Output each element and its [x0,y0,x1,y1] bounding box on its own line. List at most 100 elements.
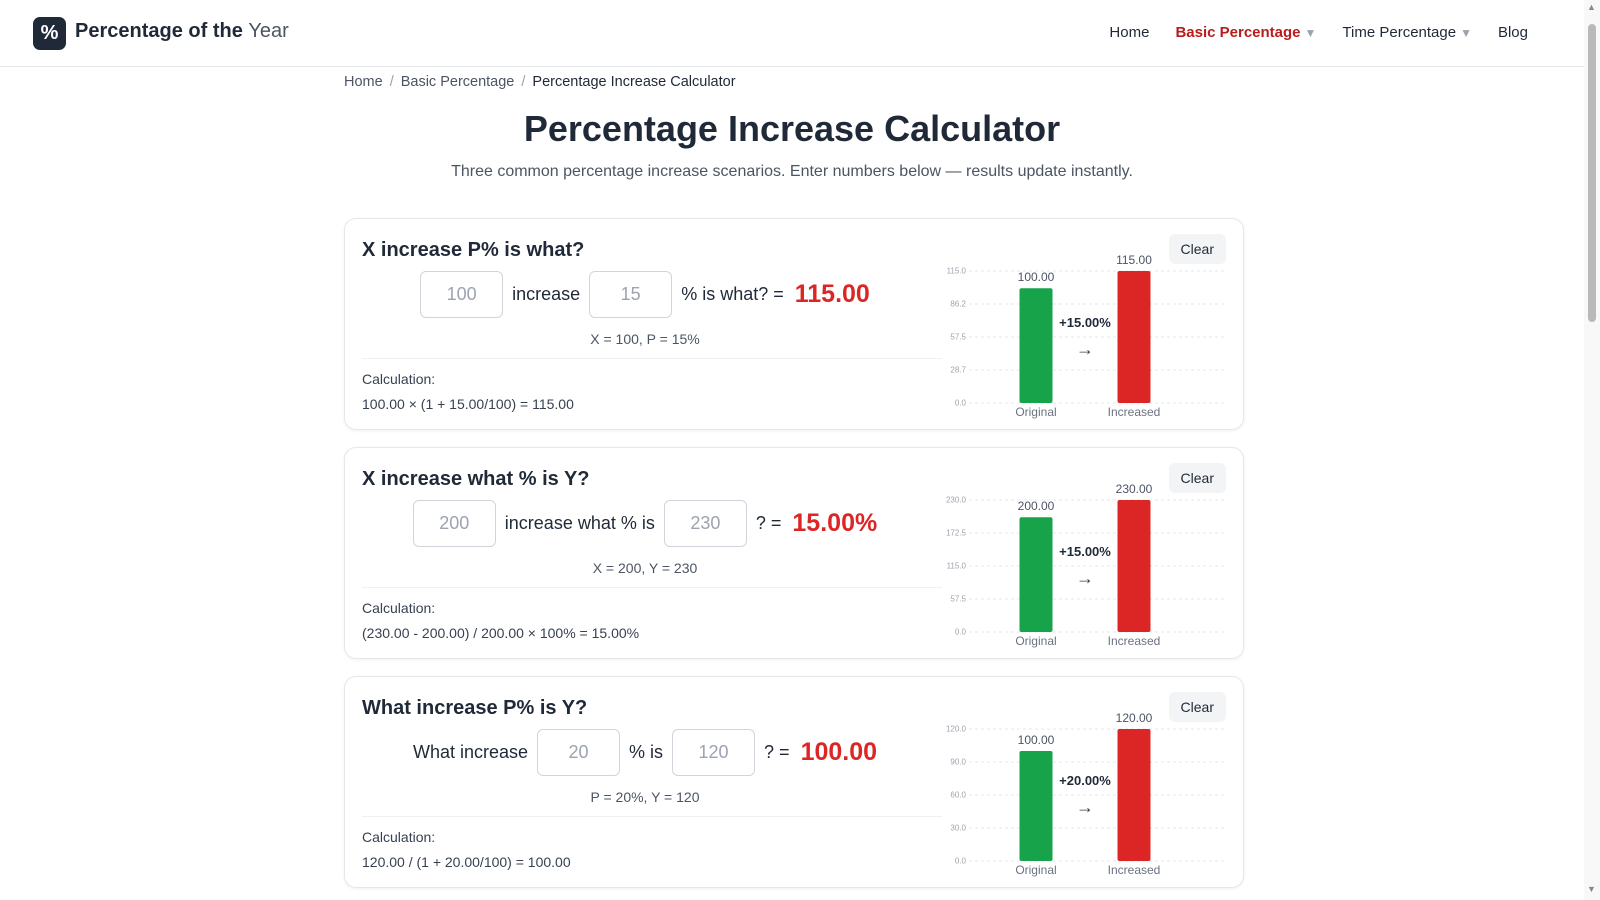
site-brand[interactable]: Percentage of the Year [75,20,289,43]
scroll-up-arrow-icon[interactable]: ▲ [1587,2,1596,12]
nav-home[interactable]: Home [1109,24,1149,41]
x-value-input[interactable] [420,271,504,318]
y-tick-label: 60.0 [950,791,966,800]
percent-change-label: +20.00% [1059,773,1111,788]
bar-value-label: 115.00 [1116,253,1152,267]
equation-row: increase what % is ? = 15.00% [345,500,945,547]
bar-original [1019,517,1053,632]
bar-increased [1117,729,1151,861]
calculation-formula: 120.00 / (1 + 20.00/100) = 100.00 [362,854,571,870]
nav-time-percentage-label: Time Percentage [1342,24,1457,41]
nav-blog-label: Blog [1497,24,1528,41]
y-value-input[interactable] [672,729,756,776]
card-title: X increase what % is Y? [362,468,590,490]
nav-basic-percentage-label: Basic Percentage [1175,24,1301,41]
y-tick-label: 0.0 [955,628,967,637]
bar-increased [1117,271,1151,403]
y-tick-label: 115.0 [947,562,967,571]
scrollbar-thumb[interactable] [1588,24,1596,322]
calculator-card-x-increase-what-percent: X increase what % is Y? Clear increase w… [344,447,1244,659]
y-tick-label: 230.0 [946,496,967,505]
equation-text: ? = [764,742,790,762]
result-value: 115.00 [794,280,870,308]
calculation-label: Calculation: [362,600,436,616]
equation-row: What increase % is ? = 100.00 [345,729,945,776]
bar-value-label: 120.00 [1116,711,1153,725]
percent-input[interactable] [589,271,673,318]
nav-blog[interactable]: Blog [1498,24,1528,41]
nav-basic-percentage[interactable]: Basic Percentage ▼ [1175,24,1316,41]
scroll-down-arrow-icon[interactable]: ▼ [1587,884,1596,894]
x-category-label: Original [1015,863,1056,877]
y-tick-label: 172.5 [946,529,967,538]
y-tick-label: 120.0 [946,725,967,734]
comparison-bar-chart: 0.0 57.5 115.0 172.5 230.0 200.00 Original 230.… [946,482,1227,648]
input-summary: P = 20%, Y = 120 [590,789,700,805]
page-title: Percentage Increase Calculator [523,108,1061,149]
calculation-label: Calculation: [362,829,436,845]
breadcrumb-separator: / [389,74,394,90]
percent-change-label: +15.00% [1059,544,1111,559]
y-tick-label: 115.0 [947,267,967,276]
brand-main: Percentage of the [75,20,243,42]
equation-text: ? = [755,513,782,533]
y-tick-label: 57.5 [950,333,966,342]
y-value-input[interactable] [663,500,747,547]
comparison-bar-chart: 0.0 28.7 57.5 86.2 115.0 100.00 Original 115.00… [947,253,1227,419]
bar-value-label: 100.00 [1018,270,1055,284]
y-tick-label: 0.0 [955,399,967,408]
calculator-card-x-increase-p: X increase P% is what? Clear increase % … [344,218,1244,430]
arrow-right-icon: → [1076,568,1094,588]
comparison-bar-chart: 0.0 30.0 60.0 90.0 120.0 100.00 Original 120.00… [946,711,1227,877]
y-tick-label: 30.0 [950,824,966,833]
bar-value-label: 230.00 [1116,482,1153,496]
nav-time-percentage[interactable]: Time Percentage ▼ [1342,24,1472,41]
nav-home-label: Home [1109,24,1150,41]
page-subtitle: Three common percentage increase scenari… [451,163,1133,180]
percent-input[interactable] [537,729,621,776]
bar-original [1019,751,1053,861]
equation-text: increase [512,284,581,304]
y-tick-label: 57.5 [950,595,966,604]
x-category-label: Increased [1108,634,1161,648]
equation-text: What increase [412,742,529,762]
calculation-formula: (230.00 - 200.00) / 200.00 × 100% = 15.0… [362,625,640,641]
y-tick-label: 0.0 [955,857,967,866]
divider [362,587,942,588]
breadcrumb-home[interactable]: Home [344,74,383,90]
equation-text: % is [629,742,664,762]
brand-year: Year [248,20,289,42]
x-category-label: Increased [1108,863,1161,877]
divider [362,358,942,359]
site-logo[interactable]: % [33,17,66,50]
card-title: X increase P% is what? [362,239,585,261]
breadcrumb-separator: / [521,74,526,90]
input-summary: X = 100, P = 15% [590,331,700,347]
calculator-card-what-increase-p: What increase P% is Y? Clear What increa… [344,676,1244,888]
arrow-right-icon: → [1076,339,1094,359]
input-summary: X = 200, Y = 230 [592,560,698,576]
bar-increased [1117,500,1151,632]
arrow-right-icon: → [1076,797,1094,817]
y-tick-label: 28.7 [950,366,966,375]
y-tick-label: 86.2 [950,300,966,309]
clear-button[interactable]: Clear [1168,234,1226,264]
bar-value-label: 200.00 [1018,499,1055,513]
x-category-label: Increased [1108,405,1161,419]
equation-text: increase what % is [504,513,655,533]
clear-button[interactable]: Clear [1168,463,1226,493]
x-category-label: Original [1015,405,1056,419]
card-title: What increase P% is Y? [362,697,588,719]
clear-button[interactable]: Clear [1168,692,1226,722]
caret-down-icon: ▼ [1460,26,1472,40]
breadcrumb: Home / Basic Percentage / Percentage Increas… [344,74,736,90]
site-header: % Percentage of the Year Home Basic Perc… [0,0,1584,67]
bar-original [1019,288,1053,403]
result-value: 100.00 [800,738,878,766]
percent-change-label: +15.00% [1059,315,1111,330]
breadcrumb-current: Percentage Increase Calculator [532,74,736,90]
breadcrumb-basic-percentage[interactable]: Basic Percentage [400,74,515,90]
x-value-input[interactable] [412,500,496,547]
page-scrollbar[interactable]: ▲ ▼ [1584,0,1600,900]
calculation-formula: 100.00 × (1 + 15.00/100) = 115.00 [362,396,574,412]
